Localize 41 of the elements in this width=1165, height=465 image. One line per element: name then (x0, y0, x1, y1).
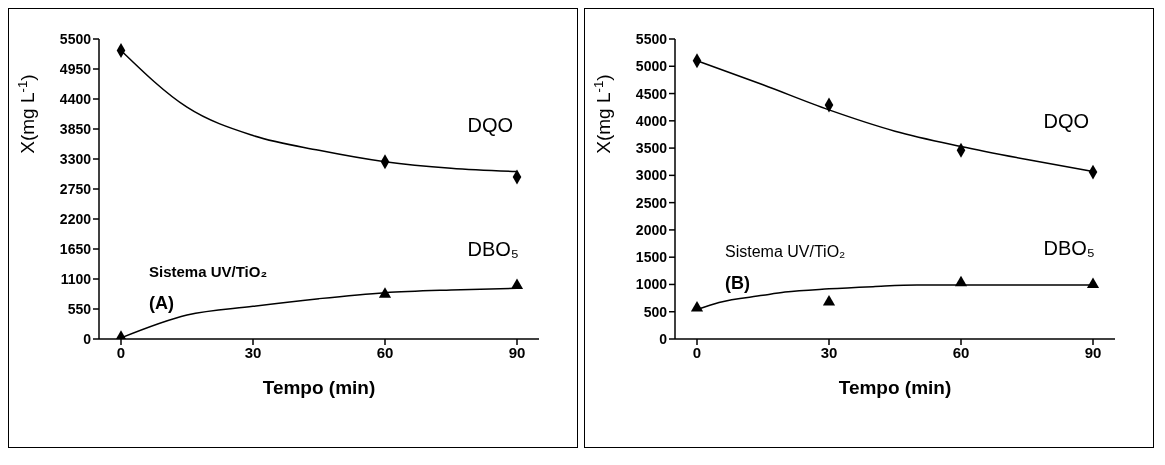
y-tick-label: 3500 (635, 140, 668, 157)
series-label: DBO₅ (1043, 236, 1095, 259)
y-tick-label: 2750 (59, 180, 92, 197)
y-tick-label: 2000 (635, 221, 668, 238)
x-tick-label: 60 (376, 343, 394, 361)
y-tick-label: 1650 (59, 240, 92, 257)
series-label: DQO (467, 114, 514, 137)
annotation: (B) (725, 273, 750, 294)
x-tick-label: 60 (952, 343, 970, 361)
x-tick-label: 90 (1084, 343, 1102, 361)
annotation: Sistema UV/TiO₂ (725, 243, 846, 261)
y-tick-label: 4000 (635, 112, 668, 129)
y-tick-label: 2500 (635, 194, 668, 211)
x-tick-label: 30 (820, 343, 838, 361)
annotation: Sistema UV/TiO₂ (149, 263, 268, 280)
series-label: DQO (1043, 109, 1090, 132)
x-tick-label: 30 (244, 343, 262, 361)
y-tick-label: 3300 (59, 150, 92, 167)
y-tick-label: 0 (83, 330, 92, 347)
x-tick-label: 0 (692, 343, 702, 361)
y-tick-label: 2200 (59, 210, 92, 227)
x-tick-label: 90 (508, 343, 526, 361)
y-tick-label: 1500 (635, 249, 668, 266)
y-tick-label: 5500 (635, 30, 668, 47)
series-label: DBO₅ (467, 238, 519, 261)
y-tick-label: 4500 (635, 85, 668, 102)
y-tick-label: 1000 (635, 276, 668, 293)
x-axis-title: Tempo (min) (838, 377, 952, 398)
y-tick-label: 4950 (59, 60, 92, 77)
y-tick-label: 5000 (635, 58, 668, 75)
y-tick-label: 3850 (59, 120, 92, 137)
x-tick-label: 0 (116, 343, 126, 361)
y-tick-label: 4400 (59, 90, 92, 107)
y-tick-label: 5500 (59, 30, 92, 47)
y-tick-label: 3000 (635, 167, 668, 184)
x-axis-title: Tempo (min) (262, 377, 376, 398)
y-tick-label: 500 (643, 303, 668, 320)
y-tick-label: 550 (67, 300, 92, 317)
y-tick-label: 0 (659, 330, 668, 347)
annotation: (A) (149, 293, 174, 314)
y-tick-label: 1100 (60, 270, 92, 287)
